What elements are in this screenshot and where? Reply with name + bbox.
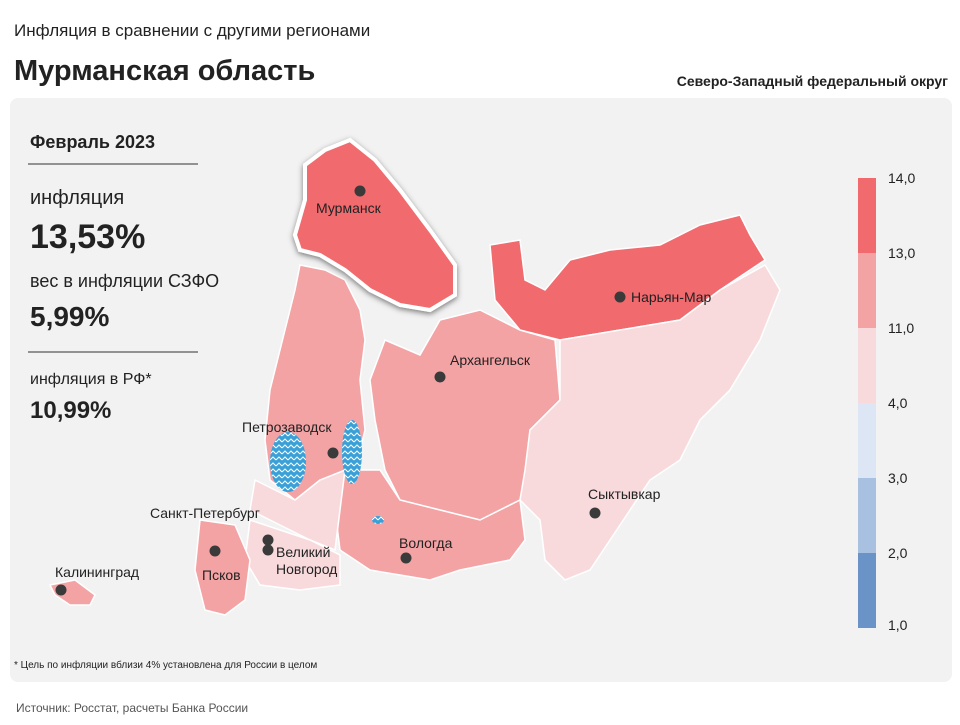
- legend-swatch: [858, 553, 876, 628]
- lake: [270, 432, 306, 492]
- city-label: Сыктывкар: [588, 486, 661, 502]
- legend-label: 2,0: [888, 545, 908, 561]
- weight-value: 5,99%: [30, 301, 109, 332]
- legend-swatch: [858, 403, 876, 478]
- district: Северо-Западный федеральный округ: [677, 73, 948, 89]
- title: Мурманская область: [14, 55, 315, 87]
- city-dot: [262, 544, 274, 556]
- legend-swatch: [858, 253, 876, 328]
- city-dot: [209, 545, 221, 557]
- legend: [858, 178, 876, 628]
- city-dot: [589, 507, 601, 519]
- legend-swatch: [858, 478, 876, 553]
- map: [48, 137, 781, 616]
- city-dot: [354, 185, 366, 197]
- period: Февраль 2023: [30, 132, 155, 152]
- rf-label: инфляция в РФ*: [30, 371, 152, 388]
- city-dot: [614, 291, 626, 303]
- city-label: Нарьян-Мар: [631, 289, 712, 305]
- region: [249, 468, 346, 552]
- city-dot: [262, 534, 274, 546]
- city-label: Вологда: [399, 535, 453, 551]
- city-label: Архангельск: [450, 352, 531, 368]
- legend-label: 3,0: [888, 470, 908, 486]
- lake: [342, 420, 362, 484]
- lake: [372, 516, 384, 524]
- weight-label: вес в инфляции СЗФО: [30, 271, 219, 291]
- legend-label: 1,0: [888, 617, 908, 633]
- cities: Мурманск Нарьян-Мар Архангельск Петрозав…: [55, 185, 712, 596]
- legend-label: 14,0: [888, 170, 915, 186]
- city-dot: [400, 552, 412, 564]
- city-label: Псков: [202, 567, 241, 583]
- city-label-part: Новгород: [276, 561, 337, 577]
- inflation-label: инфляция: [30, 187, 124, 209]
- source: Источник: Росстат, расчеты Банка России: [16, 701, 248, 715]
- city-label-part: Великий: [276, 544, 330, 560]
- region: [519, 263, 781, 581]
- city-dot: [55, 584, 67, 596]
- footnote: * Цель по инфляции вблизи 4% установлена…: [14, 659, 317, 671]
- city-label: Калининград: [55, 564, 139, 580]
- city-dot: [327, 447, 339, 459]
- city-label: Мурманск: [316, 200, 382, 216]
- legend-label: 4,0: [888, 395, 908, 411]
- city-label: Петрозаводск: [242, 419, 332, 435]
- region: [489, 214, 767, 341]
- selected-region: [292, 137, 457, 313]
- subtitle: Инфляция в сравнении с другими регионами: [14, 21, 370, 40]
- legend-swatch: [858, 178, 876, 253]
- legend-swatch: [858, 328, 876, 403]
- legend-label: 13,0: [888, 245, 915, 261]
- inflation-value: 13,53%: [30, 218, 145, 256]
- legend-label: 11,0: [888, 320, 914, 336]
- city-label: Санкт-Петербург: [150, 505, 260, 521]
- region: [194, 519, 251, 616]
- city-label: Великий Новгород: [276, 544, 337, 577]
- region: [334, 469, 526, 581]
- city-dot: [434, 371, 446, 383]
- rf-value: 10,99%: [30, 397, 111, 424]
